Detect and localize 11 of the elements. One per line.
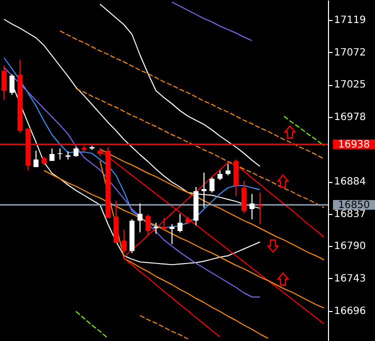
y-tick-label: 16743	[334, 273, 366, 284]
ref-line-label: 16850	[338, 200, 370, 211]
y-tick-label: 17119	[334, 14, 366, 26]
y-tick-label: 16978	[334, 112, 366, 123]
y-tick-label: 16837	[334, 208, 366, 220]
ref-line-label: 16938	[338, 139, 370, 150]
y-tick-label: 16884	[334, 176, 366, 188]
y-tick-label: 16696	[334, 306, 366, 317]
y-tick-label: 16790	[334, 241, 366, 252]
y-tick-label: 17025	[334, 80, 366, 91]
y-tick-label: 17072	[334, 47, 366, 58]
